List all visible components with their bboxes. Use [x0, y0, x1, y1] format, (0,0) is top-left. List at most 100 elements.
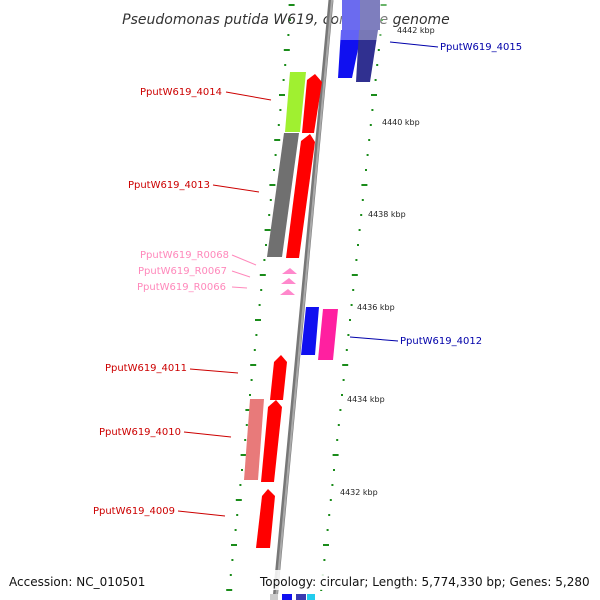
tick-mark — [258, 304, 261, 306]
gene-pputw619-r0066-feature[interactable] — [280, 289, 295, 295]
tick-mark — [245, 409, 252, 411]
gene-features — [244, 0, 390, 600]
tick-mark — [260, 289, 263, 291]
gene-label-pputw619-4013[interactable]: PputW619_4013 — [128, 180, 210, 191]
gene-fragments-bottom — [270, 594, 315, 600]
tick-mark — [345, 349, 348, 351]
tick-mark — [349, 319, 351, 321]
tick-label: 4432 kbp — [340, 488, 378, 497]
tick-mark — [377, 49, 380, 51]
gene-pputw619-4014-feature[interactable] — [285, 72, 322, 133]
tick-mark — [371, 109, 374, 111]
tick-mark — [361, 184, 368, 186]
tick-mark — [279, 94, 285, 96]
tick-label: 4436 kbp — [357, 303, 395, 312]
tick-mark — [239, 484, 242, 486]
gene-label-pputw619-r0067[interactable]: PputW619_R0067 — [138, 266, 227, 277]
gene-label-pputw619-4012[interactable]: PputW619_4012 — [400, 336, 482, 347]
tick-mark — [342, 379, 345, 381]
gene-pputw619-r0068-feature[interactable] — [282, 268, 297, 274]
tick-label: 4434 kbp — [347, 395, 385, 404]
tick-mark — [333, 469, 335, 471]
tick-mark — [371, 94, 377, 96]
tick-mark — [350, 304, 353, 306]
left-tick-ring — [226, 4, 295, 591]
tick-labels: 4442 kbp 4440 kbp 4438 kbp 4436 kbp 4434… — [340, 26, 435, 497]
tick-mark — [229, 574, 232, 576]
tick-mark — [357, 244, 359, 246]
tick-mark — [380, 4, 387, 6]
gene-pputw619-4013-feature[interactable] — [267, 133, 315, 258]
tick-mark — [241, 469, 243, 471]
tick-mark — [245, 424, 248, 426]
gene-pputw619-4012-feature[interactable] — [301, 307, 338, 360]
right-tick-ring — [320, 4, 387, 591]
tick-mark — [253, 349, 256, 351]
tick-mark — [283, 49, 290, 51]
tick-mark — [347, 334, 350, 336]
tick-label: 4442 kbp — [397, 26, 435, 35]
tick-mark — [264, 229, 271, 231]
tick-mark — [282, 79, 285, 81]
gene-label-pputw619-4015[interactable]: PputW619_4015 — [440, 42, 522, 53]
tick-mark — [326, 529, 329, 531]
topology-bg — [256, 570, 600, 590]
tick-mark — [226, 589, 233, 591]
tick-mark — [342, 364, 349, 366]
tick-mark — [369, 124, 372, 126]
tick-mark — [274, 139, 281, 141]
tick-mark — [265, 244, 267, 246]
tick-mark — [269, 184, 276, 186]
tick-mark — [250, 364, 257, 366]
tick-mark — [255, 319, 261, 321]
label-leader-lines — [177, 41, 439, 517]
tick-mark — [381, 19, 383, 21]
gene-label-pputw619-4011[interactable]: PputW619_4011 — [105, 363, 187, 374]
tick-mark — [231, 559, 234, 561]
gene-label-pputw619-4009[interactable]: PputW619_4009 — [93, 506, 175, 517]
tick-mark — [274, 154, 277, 156]
tick-label: 4440 kbp — [382, 118, 420, 127]
gene-pputw619-4009-feature[interactable] — [256, 489, 275, 548]
gene-label-pputw619-r0068[interactable]: PputW619_R0068 — [140, 250, 229, 261]
tick-mark — [250, 379, 253, 381]
tick-mark — [361, 199, 364, 201]
gene-label-pputw619-r0066[interactable]: PputW619_R0066 — [137, 282, 226, 293]
tick-mark — [355, 259, 358, 261]
gene-pputw619-4015-feature[interactable] — [335, 0, 390, 82]
tick-mark — [268, 214, 271, 216]
tick-mark — [365, 169, 367, 171]
tick-mark — [366, 154, 369, 156]
tick-mark — [284, 64, 287, 66]
gene-pputw619-4011-feature[interactable] — [270, 355, 287, 400]
tick-mark — [339, 409, 342, 411]
tick-mark — [376, 64, 379, 66]
tick-mark — [328, 514, 331, 516]
tick-mark — [289, 19, 291, 21]
tick-mark — [358, 229, 361, 231]
gene-labels: PputW619_4015 PputW619_4014 PputW619_401… — [93, 42, 522, 517]
accession-bg — [0, 570, 140, 590]
tick-mark — [336, 439, 339, 441]
tick-mark — [368, 139, 371, 141]
tick-mark — [351, 274, 358, 276]
tick-mark — [249, 394, 251, 396]
tick-mark — [341, 394, 343, 396]
tick-mark — [332, 454, 339, 456]
tick-mark — [279, 109, 282, 111]
tick-mark — [263, 259, 266, 261]
tick-mark — [360, 214, 363, 216]
tick-mark — [244, 439, 247, 441]
tick-label: 4438 kbp — [368, 210, 406, 219]
tick-mark — [374, 79, 377, 81]
gene-label-pputw619-4010[interactable]: PputW619_4010 — [99, 427, 181, 438]
tick-mark — [323, 544, 329, 546]
tick-mark — [277, 124, 280, 126]
tick-mark — [288, 4, 295, 6]
gene-pputw619-r0067-feature[interactable] — [281, 278, 296, 284]
tick-mark — [269, 199, 272, 201]
gene-label-pputw619-4014[interactable]: PputW619_4014 — [140, 87, 222, 98]
tick-mark — [329, 499, 332, 501]
tick-mark — [231, 544, 237, 546]
gene-pputw619-4010-feature[interactable] — [244, 399, 282, 482]
